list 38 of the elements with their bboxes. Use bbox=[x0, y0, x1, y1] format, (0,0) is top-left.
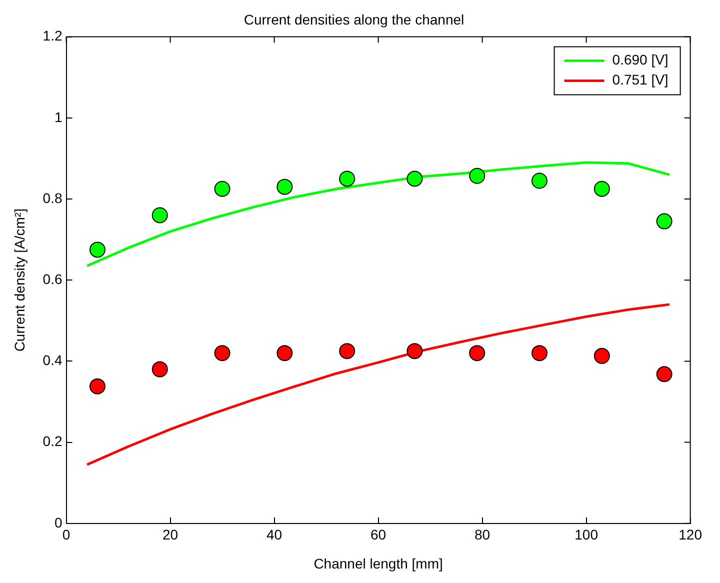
y-tick-label: 1 bbox=[54, 108, 62, 125]
point bbox=[214, 345, 230, 362]
point bbox=[594, 348, 610, 364]
x-axis-title: Channel length [mm] bbox=[314, 555, 443, 572]
point bbox=[594, 180, 610, 197]
y-tick-label: 0.6 bbox=[42, 270, 62, 287]
y-tick-label: 0.4 bbox=[42, 352, 62, 368]
point bbox=[339, 343, 356, 360]
y-tick-label: 0.2 bbox=[42, 433, 62, 450]
point bbox=[89, 242, 106, 258]
chart-title: Current densities along the channel bbox=[244, 11, 464, 28]
x-tick-label: 40 bbox=[266, 526, 282, 543]
legend-label: 0.690 [V] bbox=[612, 52, 668, 68]
point bbox=[276, 345, 293, 362]
point bbox=[339, 170, 356, 187]
point bbox=[532, 345, 548, 362]
x-tick-label: 80 bbox=[474, 526, 490, 543]
point bbox=[152, 207, 168, 224]
x-tick-label: 60 bbox=[370, 526, 386, 543]
y-tick-label: 1.2 bbox=[42, 28, 62, 44]
x-tick-label: 100 bbox=[574, 526, 598, 543]
point bbox=[532, 172, 548, 189]
x-tick-label: 120 bbox=[678, 526, 702, 543]
y-axis-title: Current density [A/cm²] bbox=[11, 208, 28, 352]
point bbox=[656, 366, 672, 382]
point bbox=[152, 361, 168, 378]
x-tick-label: 20 bbox=[162, 526, 178, 543]
y-tick-label: 0.8 bbox=[42, 190, 62, 206]
y-tick-label: 0 bbox=[54, 514, 62, 530]
point bbox=[89, 378, 106, 394]
point bbox=[656, 213, 672, 230]
point bbox=[214, 180, 230, 197]
point bbox=[469, 168, 486, 184]
point bbox=[469, 345, 486, 362]
point bbox=[406, 170, 423, 187]
legend-label: 0.751 [V] bbox=[612, 72, 668, 88]
point bbox=[276, 178, 293, 195]
point bbox=[406, 343, 423, 360]
